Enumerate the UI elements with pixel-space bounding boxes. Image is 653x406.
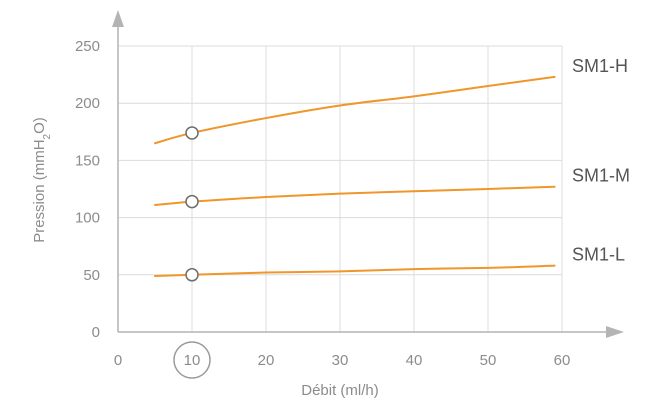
y-axis-title-suffix: O) — [31, 117, 48, 134]
y-tick-labels: 0 50 100 150 200 250 — [75, 38, 100, 341]
x-tick-label: 10 — [184, 352, 201, 369]
y-tick-label: 250 — [75, 38, 100, 55]
series-lines — [154, 75, 556, 277]
y-axis-arrow-icon — [112, 10, 124, 27]
y-tick-label: 200 — [75, 95, 100, 112]
series-label-sm1-l: SM1-L — [572, 245, 625, 265]
y-tick-label: 50 — [83, 267, 100, 284]
series-label-sm1-h: SM1-H — [572, 56, 628, 76]
axes — [112, 10, 624, 338]
y-tick-label: 0 — [92, 324, 100, 341]
marker-sm1-l — [185, 268, 199, 282]
series-line-sm1-m — [154, 185, 556, 207]
y-tick-label: 100 — [75, 210, 100, 227]
x-tick-label: 20 — [258, 352, 275, 369]
y-axis-title: Pression (mmH2O) — [31, 117, 53, 243]
marker-sm1-m — [185, 194, 199, 209]
y-axis-title-subscript: 2 — [42, 133, 53, 139]
x-tick-labels: 0 10 20 30 40 50 60 — [114, 352, 571, 369]
highlight-x-circle — [173, 341, 211, 379]
x-tick-label: 50 — [480, 352, 497, 369]
x-tick-label: 60 — [554, 352, 571, 369]
y-axis-title-prefix: Pression (mmH — [31, 139, 48, 242]
x-tick-label: 30 — [332, 352, 349, 369]
marker-sm1-h — [185, 126, 199, 140]
series-markers — [185, 126, 199, 282]
series-line-sm1-h — [154, 75, 556, 145]
x-axis-arrow-icon — [606, 326, 624, 338]
x-tick-label: 40 — [406, 352, 423, 369]
x-axis-title: Débit (ml/h) — [301, 382, 379, 399]
series-labels: SM1-H SM1-M SM1-L — [572, 56, 630, 265]
x-tick-label: 0 — [114, 352, 122, 369]
y-tick-label: 150 — [75, 152, 100, 169]
series-label-sm1-m: SM1-M — [572, 166, 630, 186]
